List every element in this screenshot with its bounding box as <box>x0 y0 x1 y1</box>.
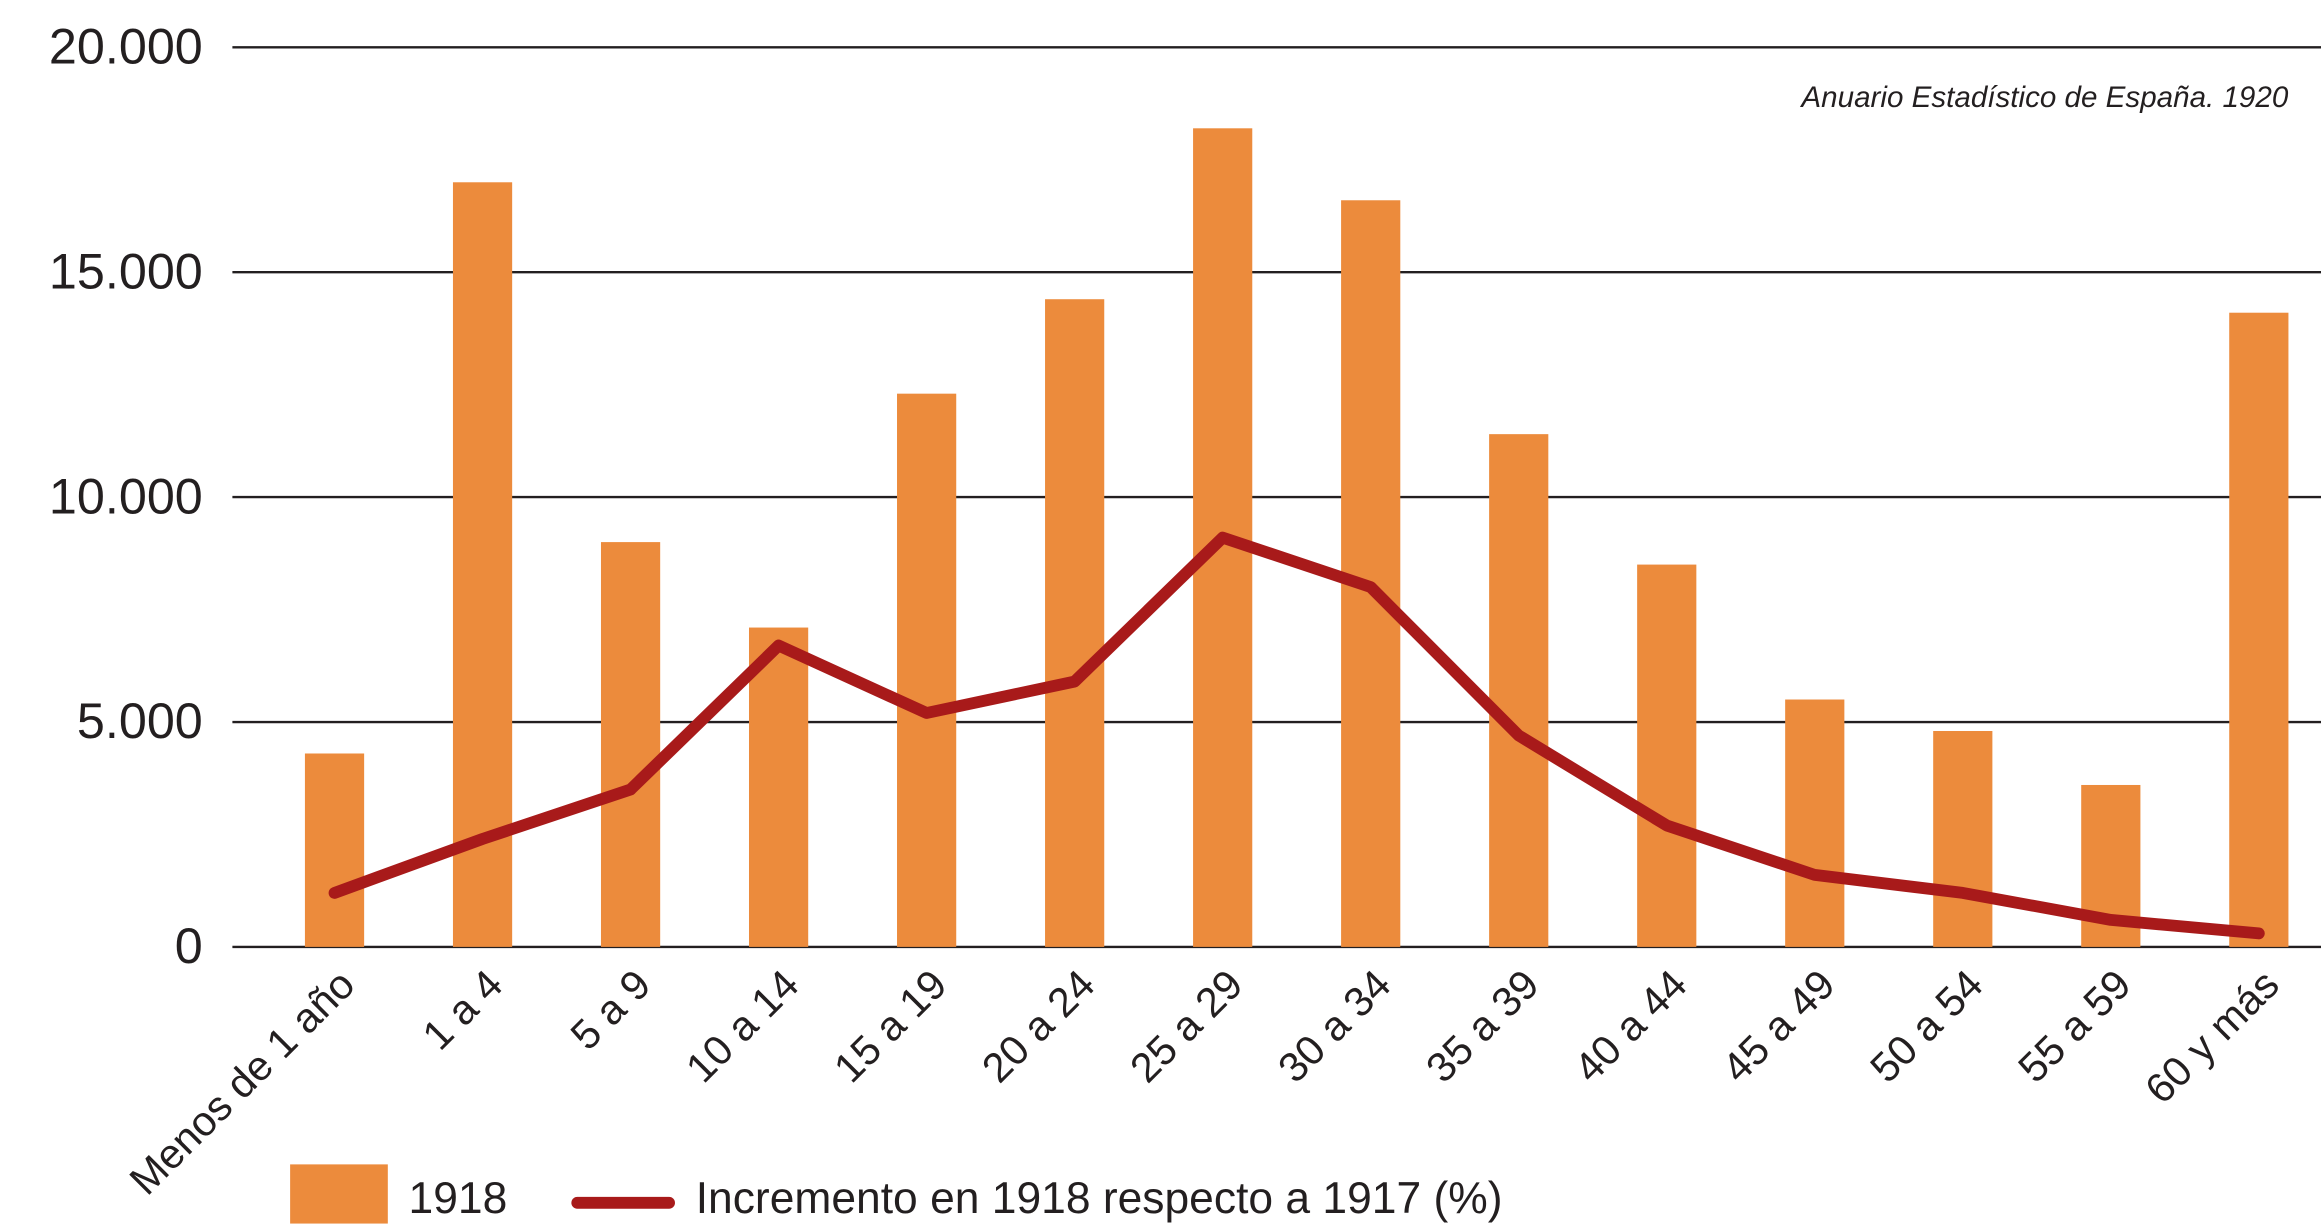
bar <box>748 627 809 947</box>
bar <box>452 182 513 947</box>
x-tick-label: 30 a 34 <box>1269 960 1400 1091</box>
x-tick-label: 25 a 29 <box>1121 960 1252 1091</box>
bar <box>2229 312 2289 947</box>
y-tick-label: 15.000 <box>49 242 203 299</box>
line <box>328 531 2265 940</box>
bar <box>1045 299 1105 947</box>
y-tick-label: 20.000 <box>49 18 203 75</box>
bar <box>1341 200 1401 947</box>
bar <box>1637 564 1697 947</box>
x-tick-label: 40 a 44 <box>1565 960 1696 1091</box>
x-tick-label: 55 a 59 <box>2009 960 2140 1091</box>
x-tick-label: 15 a 19 <box>825 960 956 1091</box>
x-tick-label: 10 a 14 <box>677 960 808 1091</box>
bar <box>304 753 365 947</box>
legend-label: Incremento en 1918 respecto a 1917 (%) <box>696 1174 1503 1223</box>
bar <box>1933 731 1993 947</box>
x-tick-label: 50 a 54 <box>1861 960 1992 1091</box>
bar <box>600 542 661 947</box>
bar <box>1785 699 1845 947</box>
y-tick-label: 5.000 <box>77 692 203 749</box>
bar <box>1489 434 1549 947</box>
y-tick-label: 10.000 <box>49 467 203 524</box>
legend-swatch <box>290 1164 388 1224</box>
x-tick-label: 1 a 4 <box>413 960 511 1058</box>
x-tick-label: 60 y más <box>2136 960 2288 1112</box>
legend-label: 1918 <box>409 1174 508 1223</box>
x-tick-label: 35 a 39 <box>1417 960 1548 1091</box>
source-note: Anuario Estadístico de España. 1920 <box>1799 81 2288 114</box>
y-tick-label: 0 <box>175 917 203 974</box>
x-tick-label: 20 a 24 <box>973 960 1104 1091</box>
bar <box>897 393 957 947</box>
x-tick-label: 5 a 9 <box>561 960 659 1058</box>
x-tick-label: 45 a 49 <box>1713 960 1844 1091</box>
